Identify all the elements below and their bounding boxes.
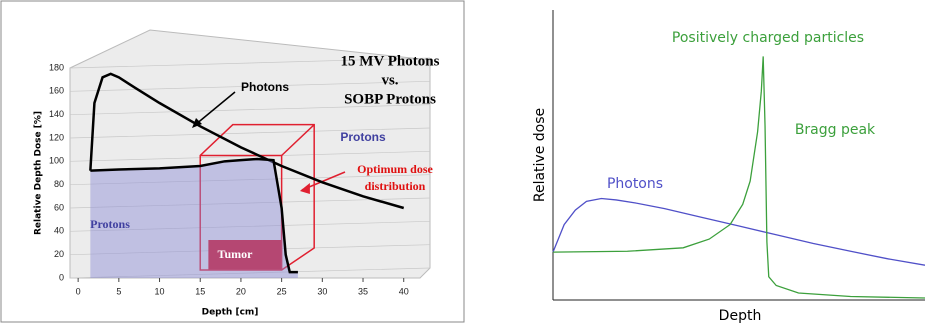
grid-line (69, 127, 431, 139)
y-tick-label: 40 (54, 226, 64, 236)
series-label: Photons (607, 176, 663, 192)
annotation: Tumor (218, 247, 254, 261)
annotation: Bragg peak (795, 122, 876, 138)
x-tick-label: 0 (76, 286, 81, 296)
y-tick-label: 0 (59, 272, 64, 282)
y-tick-label: 80 (54, 179, 64, 189)
grid-line (69, 174, 431, 186)
y-tick-label: 60 (54, 202, 64, 212)
line (552, 56, 925, 299)
annotation: Optimum dose (357, 162, 433, 176)
grid-line (69, 57, 431, 69)
area (90, 159, 298, 278)
x-tick-label: 10 (155, 286, 165, 296)
chart-title: SOBP Protons (344, 91, 436, 107)
x-axis-label: Depth (719, 308, 762, 324)
series-label: Positively charged particles (672, 30, 864, 46)
grid-line (69, 150, 431, 162)
tumor-region (208, 240, 282, 270)
series-label: Photons (241, 80, 289, 94)
x-tick-label: 15 (195, 286, 205, 296)
x-tick-label: 30 (317, 286, 327, 296)
x-tick-label: 40 (399, 286, 409, 296)
y-tick-label: 140 (49, 109, 64, 119)
annotation: distribution (365, 179, 426, 193)
y-tick-label: 20 (54, 249, 64, 259)
x-axis-label: Depth [cm] (202, 308, 259, 318)
x-tick-label: 5 (116, 286, 121, 296)
y-tick-label: 180 (49, 62, 64, 72)
grid-line (69, 104, 431, 116)
y-axis-label: Relative Depth Dose [%] (34, 111, 44, 235)
line (89, 72, 405, 210)
line (90, 157, 298, 274)
photon-arrow (194, 91, 236, 126)
grid-line (69, 220, 431, 232)
optimum-edge (281, 124, 315, 157)
line (552, 197, 925, 266)
grid-line (69, 80, 431, 92)
grid-line (69, 267, 431, 279)
y-tick-label: 120 (49, 132, 64, 142)
x-tick-label: 35 (358, 286, 368, 296)
y-tick-label: 100 (49, 156, 64, 166)
grid-line (69, 197, 431, 209)
annotation: Protons (90, 217, 130, 231)
y-tick-label: 160 (49, 86, 64, 96)
x-tick-label: 25 (277, 286, 287, 296)
photon-arrowhead (192, 118, 202, 128)
chart-title: 15 MV Photons (341, 53, 440, 69)
optimum-arrowhead (299, 183, 310, 194)
series-label: Protons (340, 130, 386, 144)
x-tick-label: 20 (236, 286, 246, 296)
optimum-box (199, 123, 315, 271)
chart-title: vs. (381, 72, 398, 88)
y-axis-label: Relative dose (532, 108, 548, 202)
